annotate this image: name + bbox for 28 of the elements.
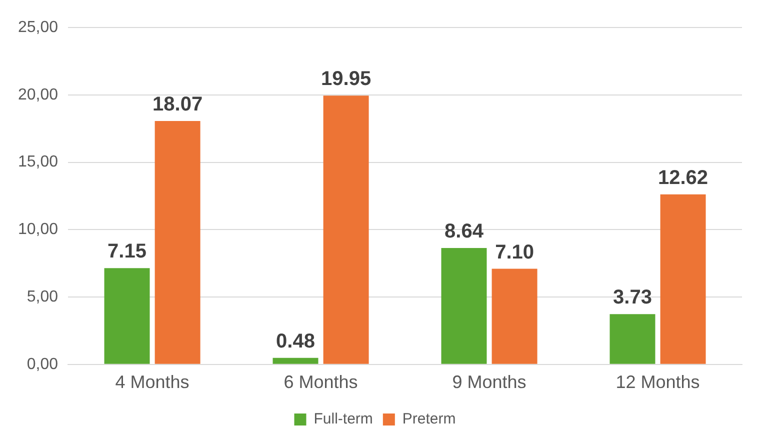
data-label: 12.62: [658, 166, 708, 189]
bar: [323, 96, 369, 364]
x-tick-label: 6 Months: [284, 372, 358, 392]
legend-label: Preterm: [402, 410, 456, 428]
legend-label: Full-term: [314, 410, 373, 428]
data-label: 7.15: [108, 240, 146, 263]
bar: [660, 194, 706, 364]
bar: [441, 248, 487, 364]
bar: [272, 358, 318, 364]
y-tick-label: 0,00: [26, 356, 58, 373]
x-tick-label: 4 Months: [115, 372, 190, 392]
bar: [492, 268, 538, 364]
y-tick-label: 5,00: [26, 288, 58, 306]
data-label: 0.48: [276, 330, 315, 352]
y-tick-label: 25,00: [18, 19, 58, 36]
x-tick-label: 12 Months: [616, 372, 700, 392]
y-tick-label: 10,00: [18, 221, 58, 238]
y-tick-label: 20,00: [18, 86, 58, 104]
bar: [104, 268, 150, 364]
data-label: 7.10: [495, 241, 534, 264]
data-label: 19.95: [321, 68, 372, 90]
data-label: 18.07: [152, 93, 203, 116]
bar: [610, 314, 656, 364]
y-tick-label: 15,00: [18, 154, 58, 171]
bar: [154, 120, 200, 364]
x-tick-label: 9 Months: [452, 372, 526, 392]
data-label: 3.73: [613, 286, 652, 309]
data-label: 8.64: [444, 220, 484, 243]
